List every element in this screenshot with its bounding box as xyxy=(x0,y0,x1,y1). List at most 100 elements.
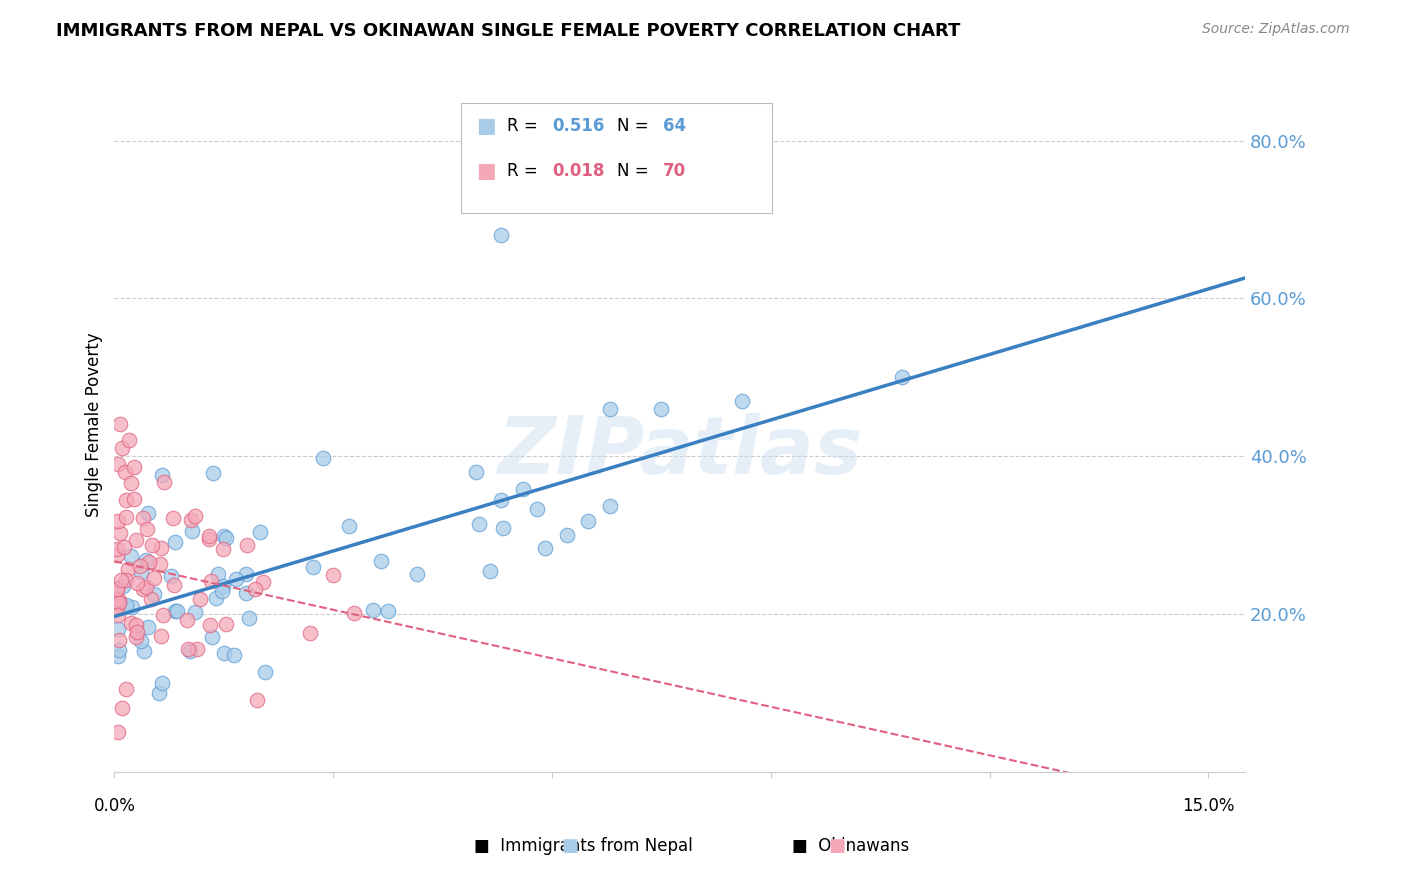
Point xyxy=(212,541,235,556)
Point xyxy=(105,582,128,596)
Point xyxy=(143,587,166,601)
Point xyxy=(142,571,165,585)
Point xyxy=(225,572,247,586)
Point xyxy=(118,434,141,448)
Point xyxy=(112,540,135,554)
Y-axis label: Single Female Poverty: Single Female Poverty xyxy=(86,332,103,516)
FancyBboxPatch shape xyxy=(461,103,772,213)
Point xyxy=(136,522,159,536)
Point xyxy=(108,593,131,607)
Point xyxy=(202,466,225,480)
Point xyxy=(212,646,235,660)
Point xyxy=(533,541,555,556)
Point xyxy=(122,460,145,475)
Point xyxy=(107,648,129,663)
Point xyxy=(200,574,222,589)
Point xyxy=(166,604,188,618)
Point xyxy=(254,665,277,680)
Point xyxy=(121,600,143,615)
Point xyxy=(114,465,136,479)
Point xyxy=(468,516,491,531)
Point xyxy=(127,625,149,640)
Point xyxy=(150,629,173,643)
Point xyxy=(115,492,138,507)
Text: 0.018: 0.018 xyxy=(553,162,605,180)
Point xyxy=(120,549,142,563)
Point xyxy=(105,599,128,613)
Point xyxy=(243,582,266,596)
Point xyxy=(117,561,139,575)
Text: 15.0%: 15.0% xyxy=(1182,797,1234,814)
Point xyxy=(197,532,219,546)
Point xyxy=(150,541,173,555)
Point xyxy=(361,602,384,616)
Point xyxy=(730,393,752,408)
Text: ■  Immigrants from Nepal: ■ Immigrants from Nepal xyxy=(474,837,693,855)
Point xyxy=(107,541,129,556)
Text: 0.0%: 0.0% xyxy=(93,797,135,814)
Text: ■: ■ xyxy=(828,837,845,855)
Point xyxy=(127,576,149,591)
Point xyxy=(599,499,621,513)
Point xyxy=(139,591,162,606)
Point xyxy=(343,606,366,620)
Point xyxy=(207,566,229,581)
Point xyxy=(163,604,186,618)
Point xyxy=(204,591,226,605)
Point xyxy=(465,465,488,479)
Point xyxy=(132,582,155,596)
Point xyxy=(125,533,148,547)
Point xyxy=(215,616,238,631)
Point xyxy=(201,630,224,644)
Point xyxy=(129,559,152,574)
Point xyxy=(107,725,129,739)
Point xyxy=(198,617,221,632)
Text: N =: N = xyxy=(617,117,654,135)
Point xyxy=(236,538,259,552)
Point xyxy=(110,573,132,587)
Text: R =: R = xyxy=(506,162,543,180)
Point xyxy=(252,575,274,590)
Point xyxy=(224,648,246,662)
Point xyxy=(148,686,170,700)
Point xyxy=(152,467,174,482)
Point xyxy=(152,608,174,623)
Point xyxy=(176,613,198,627)
Point xyxy=(301,560,323,574)
Point xyxy=(141,538,163,552)
Point xyxy=(177,642,200,657)
Point xyxy=(107,622,129,636)
Point xyxy=(211,584,233,599)
Point xyxy=(160,569,183,583)
Point xyxy=(478,565,501,579)
Point xyxy=(512,482,534,496)
Point xyxy=(249,525,271,540)
Point xyxy=(114,598,136,612)
Point xyxy=(599,401,621,416)
Text: 64: 64 xyxy=(662,117,686,135)
Point xyxy=(489,493,512,508)
Point xyxy=(492,521,515,535)
Point xyxy=(165,535,187,549)
Point xyxy=(114,573,136,587)
Point xyxy=(188,592,211,607)
Point xyxy=(246,692,269,706)
Point xyxy=(555,528,578,542)
Point xyxy=(111,441,134,455)
Point xyxy=(578,514,600,528)
Point xyxy=(138,555,160,569)
Point xyxy=(108,525,131,540)
Point xyxy=(107,642,129,657)
Point xyxy=(108,596,131,610)
Point xyxy=(186,642,208,657)
Point xyxy=(322,568,344,582)
Point xyxy=(129,565,152,579)
Point xyxy=(132,644,155,658)
Point xyxy=(153,475,176,489)
Point xyxy=(312,451,335,466)
Point xyxy=(105,581,128,595)
Point xyxy=(489,228,512,243)
Text: ■  Okinawans: ■ Okinawans xyxy=(792,837,910,855)
Point xyxy=(238,611,260,625)
Point xyxy=(197,529,219,543)
